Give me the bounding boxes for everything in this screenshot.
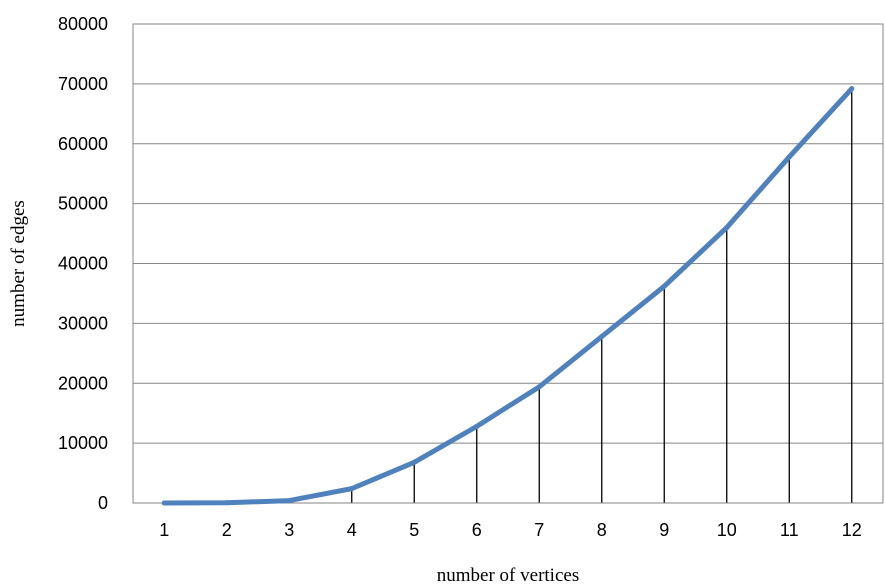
data-point [224,500,230,506]
drop-lines [226,88,853,503]
series-line [161,86,855,506]
x-tick-label: 3 [284,520,294,540]
plot-area-frame [132,23,884,504]
x-tick-label: 10 [717,520,737,540]
x-tick-label: 7 [534,520,544,540]
y-tick-label: 80000 [58,14,108,34]
data-point [349,486,355,492]
y-tick-label: 0 [98,493,108,513]
y-tick-label: 10000 [58,433,108,453]
x-tick-label: 6 [472,520,482,540]
x-tick-label: 2 [222,520,232,540]
data-point [661,283,667,289]
x-axis-tick-labels: 1 2 3 4 5 6 7 8 9 10 11 12 [159,520,862,540]
y-tick-label: 20000 [58,373,108,393]
x-tick-label: 11 [780,520,799,540]
data-point [724,225,730,231]
x-tick-label: 5 [409,520,419,540]
y-tick-label: 70000 [58,74,108,94]
data-point [536,384,542,390]
data-point [786,154,792,160]
data-points [161,86,855,506]
gridlines [133,23,883,504]
x-axis-title: number of vertices [437,565,579,586]
data-point [161,500,167,506]
y-axis-title: number of edges [8,200,29,327]
x-tick-label: 4 [347,520,357,540]
data-point [599,334,605,340]
data-point [849,86,855,92]
x-tick-label: 8 [597,520,607,540]
data-point [286,498,292,504]
y-tick-label: 30000 [58,313,108,333]
y-tick-label: 50000 [58,194,108,214]
data-point [411,459,417,465]
y-axis-tick-labels: 0 10000 20000 30000 40000 50000 60000 70000 8000… [58,14,108,513]
x-tick-label: 12 [842,520,862,540]
y-tick-label: 40000 [58,254,108,274]
x-tick-label: 9 [659,520,669,540]
data-point [474,423,480,429]
y-tick-label: 60000 [58,134,108,154]
x-tick-label: 1 [159,520,169,540]
